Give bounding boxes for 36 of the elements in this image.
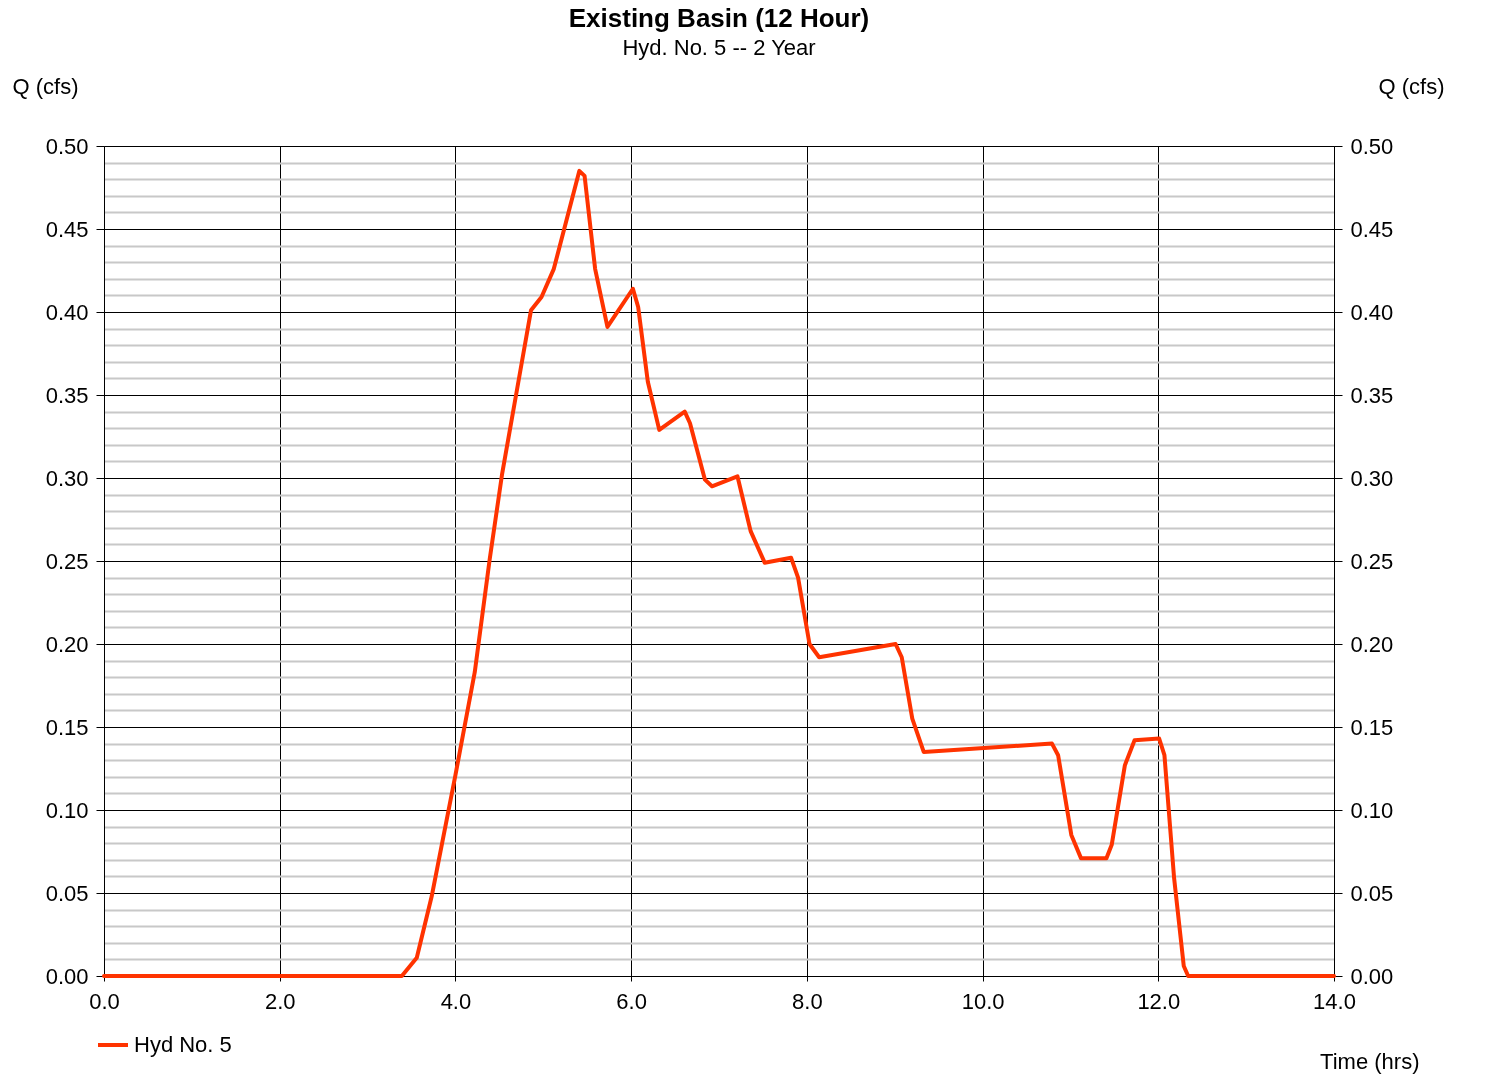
x-axis-title: Time (hrs) [1320, 1048, 1420, 1074]
y-tick-label: 0.00 [45, 963, 89, 989]
y-tick-label: 0.35 [45, 382, 89, 408]
x-tick-label: 8.0 [792, 988, 823, 1014]
x-tick-label: 12.0 [1137, 988, 1181, 1014]
y-tick-label: 0.10 [45, 797, 89, 823]
y2-tick-label: 0.50 [1350, 133, 1394, 159]
y-tick-label: 0.45 [45, 216, 89, 242]
y-tick-label: 0.25 [45, 548, 89, 574]
y2-tick-label: 0.20 [1350, 631, 1394, 657]
y2-tick-label: 0.25 [1350, 548, 1394, 574]
x-tick-label: 2.0 [264, 988, 296, 1014]
y2-tick-label: 0.40 [1350, 299, 1394, 325]
y2-tick-label: 0.35 [1350, 382, 1394, 408]
y-tick-label: 0.40 [45, 299, 89, 325]
y-tick-label: 0.20 [45, 631, 89, 657]
y2-tick-label: 0.30 [1350, 465, 1394, 491]
chart-title: Existing Basin (12 Hour) [568, 3, 870, 33]
x-tick-label: 10.0 [961, 988, 1005, 1014]
y2-tick-label: 0.15 [1350, 714, 1394, 740]
y2-tick-label: 0.00 [1350, 963, 1394, 989]
x-tick-label: 6.0 [616, 988, 647, 1014]
y2-axis-title: Q (cfs) [1378, 73, 1445, 99]
y-axis-title: Q (cfs) [12, 73, 79, 99]
x-tick-label: 0.0 [89, 988, 120, 1014]
y2-tick-label: 0.10 [1350, 797, 1394, 823]
y2-tick-label: 0.45 [1350, 216, 1394, 242]
legend-label: Hyd No. 5 [134, 1032, 232, 1057]
y2-tick-label: 0.05 [1350, 880, 1394, 906]
y-tick-label: 0.30 [45, 465, 89, 491]
x-tick-label: 4.0 [440, 988, 472, 1014]
chart-subtitle: Hyd. No. 5 -- 2 Year [622, 35, 816, 60]
y-tick-label: 0.15 [45, 714, 89, 740]
y-tick-label: 0.05 [45, 880, 89, 906]
x-tick-label: 14.0 [1313, 988, 1356, 1014]
y-tick-label: 0.50 [45, 133, 89, 159]
